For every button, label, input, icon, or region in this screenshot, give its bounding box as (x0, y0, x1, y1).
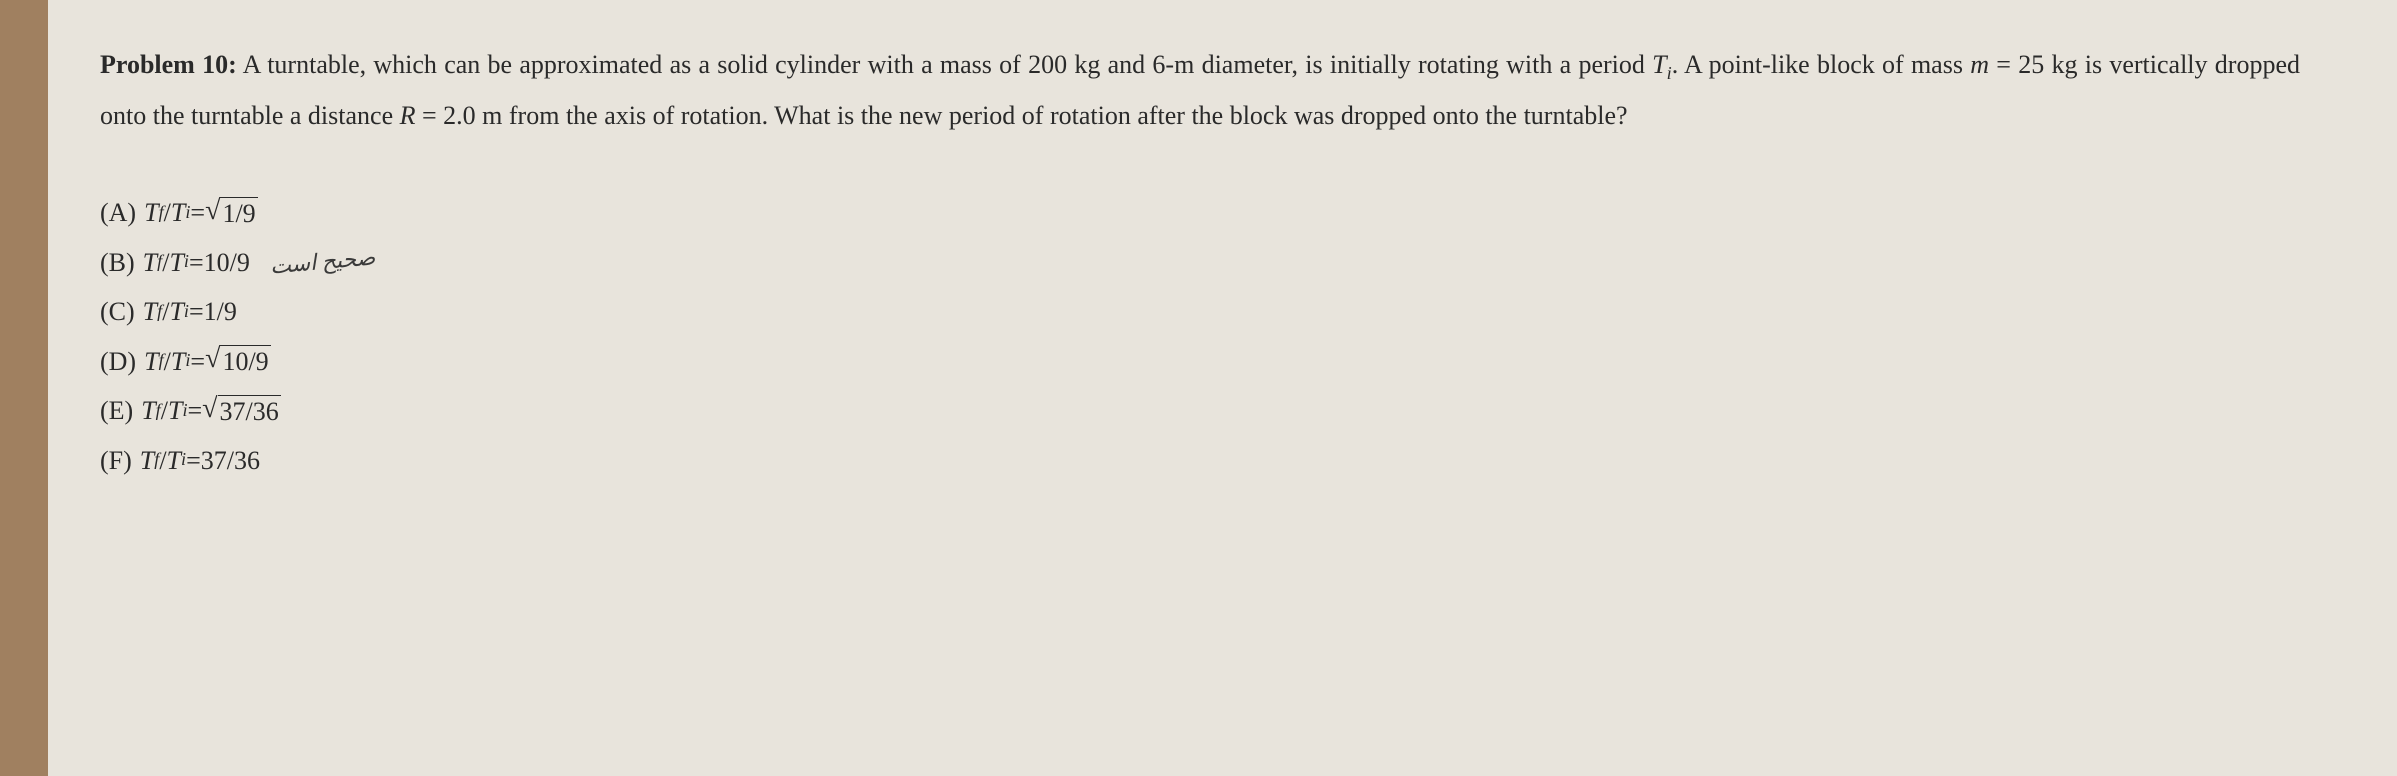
option-c-ti: T (169, 289, 183, 335)
problem-label: Problem 10: (100, 50, 237, 79)
sqrt-sign: √ (205, 345, 220, 373)
option-f: (F) Tf/Ti = 37/36 (100, 438, 2300, 484)
option-e-tf: T (141, 388, 155, 434)
option-a-ti: T (171, 190, 185, 236)
option-f-ti: T (167, 438, 181, 484)
option-b-slash: / (162, 240, 169, 286)
option-a-sqrt-content: 1/9 (220, 197, 257, 229)
option-b-ti: T (169, 240, 183, 286)
problem-text-2: . A point-like block of mass (1672, 50, 1971, 79)
option-f-tf: T (140, 438, 154, 484)
option-a-label: (A) (100, 190, 136, 236)
option-b-label: (B) (100, 240, 135, 286)
option-c-eq: = (189, 289, 204, 335)
option-d-eq: = (190, 339, 205, 385)
option-d-sqrt: √10/9 (205, 345, 271, 377)
option-e-slash: / (161, 388, 168, 434)
option-e-sqrt: √37/36 (202, 395, 281, 427)
option-b-annotation: صحیح است (268, 239, 376, 287)
option-d-tf: T (144, 339, 158, 385)
option-d: (D) Tf/Ti = √10/9 (100, 339, 2300, 385)
var-R: R (400, 101, 416, 130)
option-d-slash: / (164, 339, 171, 385)
option-e-label: (E) (100, 388, 133, 434)
problem-container: Problem 10: A turntable, which can be ap… (100, 40, 2300, 483)
option-a-eq: = (190, 190, 205, 236)
option-f-value: 37/36 (201, 438, 260, 484)
option-f-label: (F) (100, 438, 132, 484)
options-list: (A) Tf/Ti = √1/9 (B) Tf/Ti = 10/9 صحیح ا… (100, 190, 2300, 483)
option-c-label: (C) (100, 289, 135, 335)
sqrt-sign: √ (205, 197, 220, 225)
option-d-ti: T (171, 339, 185, 385)
option-a-slash: / (164, 190, 171, 236)
option-b-value: 10/9 (204, 240, 250, 286)
option-d-sqrt-content: 10/9 (220, 345, 270, 377)
var-Ti: T (1652, 50, 1666, 79)
option-d-label: (D) (100, 339, 136, 385)
sqrt-sign: √ (202, 395, 217, 423)
eq-2: = 2.0 m from the axis of rotation. What … (416, 101, 1628, 130)
option-e-ti: T (168, 388, 182, 434)
option-e-sqrt-content: 37/36 (218, 395, 281, 427)
option-f-slash: / (159, 438, 166, 484)
option-c-tf: T (143, 289, 157, 335)
option-e-eq: = (188, 388, 203, 434)
problem-statement: Problem 10: A turntable, which can be ap… (100, 40, 2300, 140)
option-a-tf: T (144, 190, 158, 236)
option-e: (E) Tf/Ti = √37/36 (100, 388, 2300, 434)
option-c-value: 1/9 (204, 289, 237, 335)
option-c: (C) Tf/Ti = 1/9 (100, 289, 2300, 335)
option-b-tf: T (143, 240, 157, 286)
var-m: m (1970, 50, 1989, 79)
option-a: (A) Tf/Ti = √1/9 (100, 190, 2300, 236)
option-b-eq: = (189, 240, 204, 286)
option-c-slash: / (162, 289, 169, 335)
problem-text-1: A turntable, which can be approximated a… (237, 50, 1652, 79)
option-f-eq: = (186, 438, 201, 484)
option-b: (B) Tf/Ti = 10/9 صحیح است (100, 240, 2300, 286)
option-a-sqrt: √1/9 (205, 197, 258, 229)
